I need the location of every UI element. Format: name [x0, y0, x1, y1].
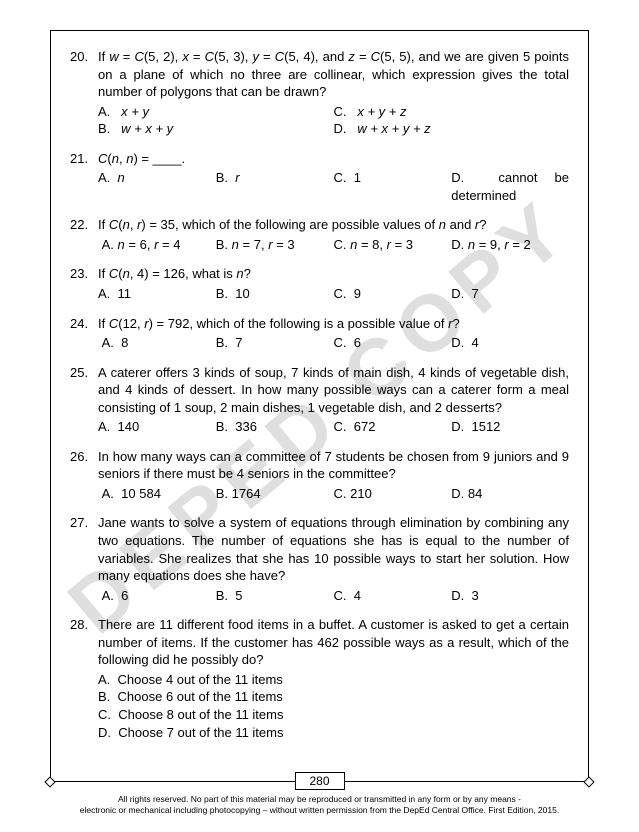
q25-choice-b: B. 336 [216, 418, 334, 436]
q27-num: 27. [70, 514, 98, 604]
q23-choice-c: C. 9 [334, 285, 452, 303]
q27-choice-a: A. 6 [98, 587, 216, 605]
q23-choice-b: B. 10 [216, 285, 334, 303]
q20-num: 20. [70, 48, 98, 138]
q25-choice-d: D. 1512 [451, 418, 569, 436]
q22-num: 22. [70, 216, 98, 253]
q28-text: There are 11 different food items in a b… [98, 616, 569, 741]
q21-choice-b: B. r [216, 169, 334, 204]
question-27: 27. Jane wants to solve a system of equa… [70, 514, 569, 604]
border-top [50, 30, 589, 31]
border-right [588, 30, 589, 782]
q25-text: A caterer offers 3 kinds of soup, 7 kind… [98, 364, 569, 436]
q23-text: If C(n, 4) = 126, what is n? A. 11 B. 10… [98, 265, 569, 302]
content: 20. If w = C(5, 2), x = C(5, 3), y = C(5… [70, 48, 569, 741]
q24-choice-d: D. 4 [451, 334, 569, 352]
footer-line1: All rights reserved. No part of this mat… [30, 794, 609, 805]
question-20: 20. If w = C(5, 2), x = C(5, 3), y = C(5… [70, 48, 569, 138]
q23-choice-a: A. 11 [98, 285, 216, 303]
q24-choice-c: C. 6 [334, 334, 452, 352]
q23-choice-d: D. 7 [451, 285, 569, 303]
q25-num: 25. [70, 364, 98, 436]
q25-choice-a: A. 140 [98, 418, 216, 436]
diamond-left-icon [44, 776, 55, 787]
q28-choice-d: D. Choose 7 out of the 11 items [98, 724, 569, 742]
q24-text: If C(12, r) = 792, which of the followin… [98, 315, 569, 352]
question-24: 24. If C(12, r) = 792, which of the foll… [70, 315, 569, 352]
q21-choice-c: C. 1 [334, 169, 452, 204]
border-left [50, 30, 51, 782]
question-26: 26. In how many ways can a committee of … [70, 448, 569, 503]
q21-text: C(n, n) = ____. A. n B. r C. 1 D. cannot… [98, 150, 569, 205]
footer: All rights reserved. No part of this mat… [30, 794, 609, 816]
q28-num: 28. [70, 616, 98, 741]
q21-choice-d: D. cannot be determined [451, 169, 569, 204]
question-23: 23. If C(n, 4) = 126, what is n? A. 11 B… [70, 265, 569, 302]
question-25: 25. A caterer offers 3 kinds of soup, 7 … [70, 364, 569, 436]
q28-choice-c: C. Choose 8 out of the 11 items [98, 706, 569, 724]
q24-num: 24. [70, 315, 98, 352]
q20-choice-d: D. w + x + y + z [334, 120, 570, 138]
q20-choice-b: B. w + x + y [98, 120, 334, 138]
q27-choice-b: B. 5 [216, 587, 334, 605]
q28-choice-b: B. Choose 6 out of the 11 items [98, 688, 569, 706]
q26-num: 26. [70, 448, 98, 503]
footer-line2: electronic or mechanical including photo… [30, 805, 609, 816]
q24-choice-b: B. 7 [216, 334, 334, 352]
q26-text: In how many ways can a committee of 7 st… [98, 448, 569, 503]
q26-choice-c: C. 210 [334, 485, 452, 503]
q23-num: 23. [70, 265, 98, 302]
q27-text: Jane wants to solve a system of equation… [98, 514, 569, 604]
question-28: 28. There are 11 different food items in… [70, 616, 569, 741]
question-22: 22. If C(n, r) = 35, which of the follow… [70, 216, 569, 253]
q27-choice-c: C. 4 [334, 587, 452, 605]
q22-choice-d: D. n = 9, r = 2 [451, 236, 569, 254]
q21-num: 21. [70, 150, 98, 205]
q22-choice-c: C. n = 8, r = 3 [334, 236, 452, 254]
q20-choice-c: C. x + y + z [334, 103, 570, 121]
page: DEPED COPY 20. If w = C(5, 2), x = C(5, … [0, 0, 639, 832]
q25-choice-c: C. 672 [334, 418, 452, 436]
diamond-right-icon [583, 776, 594, 787]
question-21: 21. C(n, n) = ____. A. n B. r C. 1 D. ca… [70, 150, 569, 205]
page-number: 280 [294, 772, 344, 790]
q26-choice-d: D. 84 [451, 485, 569, 503]
q24-choice-a: A. 8 [98, 334, 216, 352]
q27-choice-d: D. 3 [451, 587, 569, 605]
q26-choice-a: A. 10 584 [98, 485, 216, 503]
q22-choice-b: B. n = 7, r = 3 [216, 236, 334, 254]
q26-choice-b: B. 1764 [216, 485, 334, 503]
q22-text: If C(n, r) = 35, which of the following … [98, 216, 569, 253]
q21-choice-a: A. n [98, 169, 216, 204]
q28-choice-a: A. Choose 4 out of the 11 items [98, 671, 569, 689]
q22-choice-a: A. n = 6, r = 4 [98, 236, 216, 254]
q20-text: If w = C(5, 2), x = C(5, 3), y = C(5, 4)… [98, 48, 569, 138]
q20-choice-a: A. x + y [98, 103, 334, 121]
